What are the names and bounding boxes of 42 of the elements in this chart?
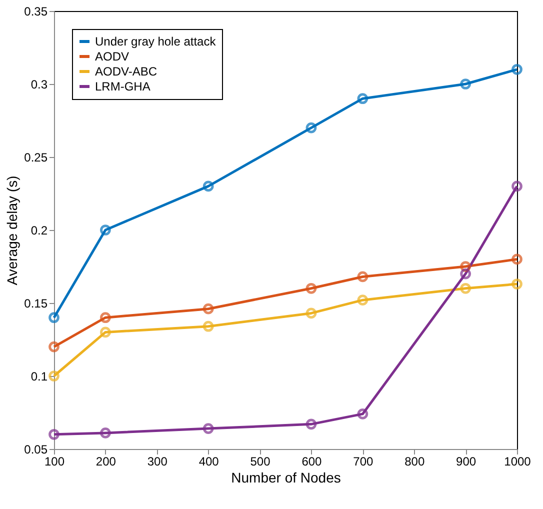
y-tick-label: 0.35 — [24, 4, 48, 18]
point — [202, 423, 214, 434]
point — [100, 312, 111, 324]
x-tick-label: 800 — [404, 454, 425, 468]
legend-label: LRM-GHA — [95, 80, 150, 94]
point — [460, 268, 471, 280]
legend-label: Under gray hole attack — [95, 34, 217, 48]
x-tick-label: 200 — [96, 454, 116, 468]
y-tick-label: 0.15 — [24, 296, 48, 310]
x-tick-label: 700 — [353, 454, 374, 468]
point — [357, 408, 368, 420]
point — [357, 271, 368, 282]
x-tick-label: 100 — [44, 454, 65, 468]
legend-label: AODV — [95, 50, 130, 64]
y-tick-label: 0.1 — [30, 370, 48, 384]
y-tick-label: 0.2 — [30, 224, 48, 238]
legend-label: AODV-ABC — [95, 64, 158, 78]
point — [202, 180, 214, 192]
x-tick-label: 900 — [456, 454, 476, 468]
x-tick-label: 600 — [302, 454, 322, 468]
x-tick-label: 500 — [250, 454, 271, 468]
point — [460, 78, 471, 90]
point — [100, 428, 111, 438]
point — [306, 282, 317, 294]
point — [306, 122, 317, 134]
x-axis-title: Number of Nodes — [231, 470, 341, 486]
point — [100, 224, 111, 236]
point — [306, 308, 317, 319]
point — [100, 326, 111, 338]
y-axis-title: Average delay (s) — [4, 176, 20, 286]
point — [357, 294, 368, 306]
point — [460, 282, 471, 294]
y-tick-label: 0.3 — [30, 78, 48, 92]
point — [202, 303, 214, 314]
y-tick-label: 0.05 — [24, 442, 48, 456]
x-tick-label: 1000 — [504, 454, 532, 468]
point — [357, 93, 368, 104]
point — [202, 320, 214, 332]
y-tick-label: 0.25 — [24, 150, 48, 164]
x-tick-label: 300 — [147, 454, 168, 468]
point — [306, 418, 317, 430]
x-tick-label: 400 — [198, 454, 220, 468]
